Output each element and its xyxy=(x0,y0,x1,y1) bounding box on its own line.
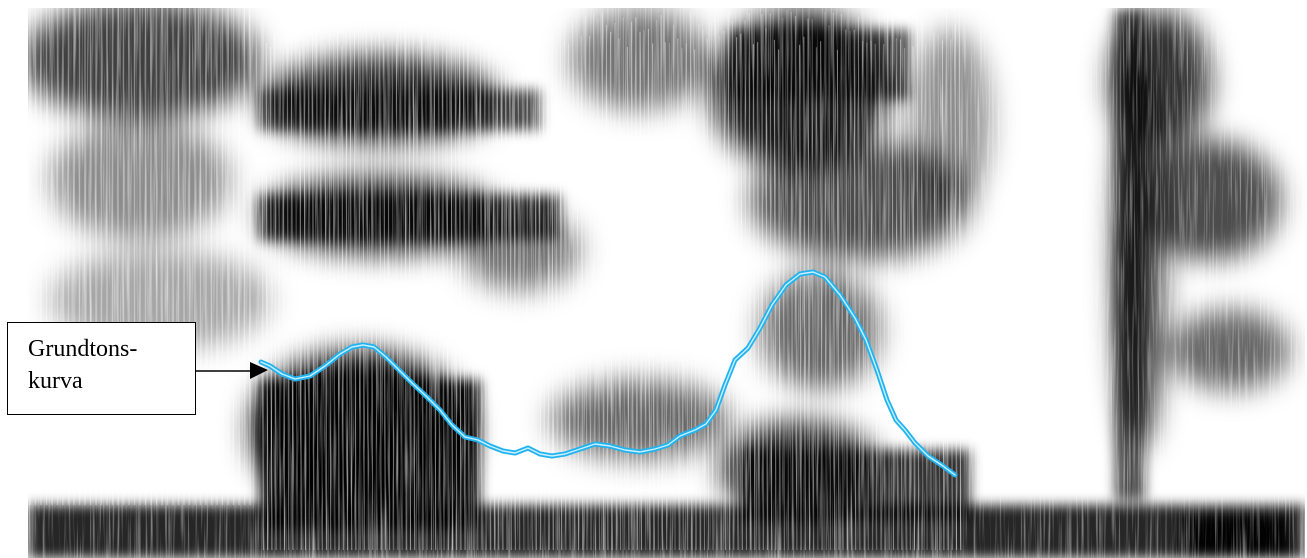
pitch-curve-label: Grundtons- kurva xyxy=(7,322,196,415)
label-line-2: kurva xyxy=(28,368,83,394)
spectrogram xyxy=(28,8,1305,558)
pitch-curve xyxy=(258,269,958,478)
arrow-right-icon xyxy=(196,362,268,379)
label-line-1: Grundtons- xyxy=(28,336,138,362)
